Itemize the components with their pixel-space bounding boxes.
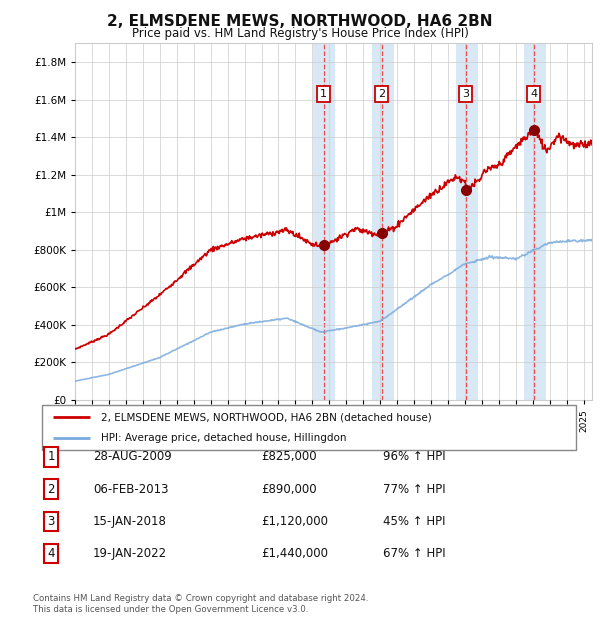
Text: £1,120,000: £1,120,000 [261,515,328,528]
Text: 77% ↑ HPI: 77% ↑ HPI [383,483,445,495]
Text: HPI: Average price, detached house, Hillingdon: HPI: Average price, detached house, Hill… [101,433,346,443]
FancyBboxPatch shape [42,405,576,450]
Text: 28-AUG-2009: 28-AUG-2009 [93,451,172,463]
Text: 96% ↑ HPI: 96% ↑ HPI [383,451,445,463]
Text: This data is licensed under the Open Government Licence v3.0.: This data is licensed under the Open Gov… [33,604,308,614]
Text: 1: 1 [47,451,55,463]
Text: 2, ELMSDENE MEWS, NORTHWOOD, HA6 2BN (detached house): 2, ELMSDENE MEWS, NORTHWOOD, HA6 2BN (de… [101,412,431,422]
Bar [455,43,478,400]
Text: 3: 3 [462,89,469,99]
Text: 2: 2 [378,89,385,99]
Text: 15-JAN-2018: 15-JAN-2018 [93,515,167,528]
Text: Price paid vs. HM Land Registry's House Price Index (HPI): Price paid vs. HM Land Registry's House … [131,27,469,40]
Text: 2: 2 [47,483,55,495]
Text: 4: 4 [47,547,55,560]
Text: 1: 1 [320,89,327,99]
Bar [313,43,335,400]
Text: 67% ↑ HPI: 67% ↑ HPI [383,547,445,560]
Text: £890,000: £890,000 [261,483,317,495]
Text: Contains HM Land Registry data © Crown copyright and database right 2024.: Contains HM Land Registry data © Crown c… [33,593,368,603]
Text: £1,440,000: £1,440,000 [261,547,328,560]
Text: 19-JAN-2022: 19-JAN-2022 [93,547,167,560]
Bar [524,43,545,400]
Text: 45% ↑ HPI: 45% ↑ HPI [383,515,445,528]
Text: 3: 3 [47,515,55,528]
Text: 06-FEB-2013: 06-FEB-2013 [93,483,169,495]
Text: £825,000: £825,000 [261,451,317,463]
Bar [371,43,394,400]
Text: 4: 4 [530,89,537,99]
Text: 2, ELMSDENE MEWS, NORTHWOOD, HA6 2BN: 2, ELMSDENE MEWS, NORTHWOOD, HA6 2BN [107,14,493,29]
